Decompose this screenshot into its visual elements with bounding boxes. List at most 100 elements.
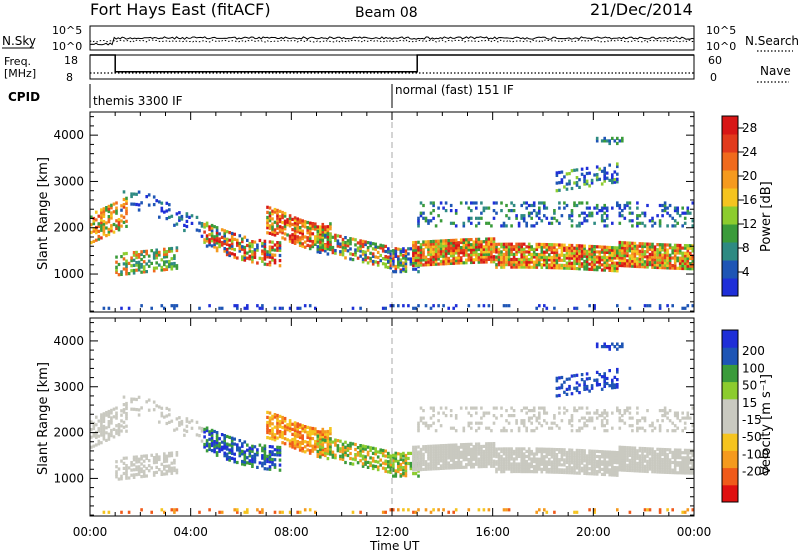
velocity-cell [641, 457, 644, 461]
power-cell [550, 221, 554, 225]
power-cell [437, 206, 440, 210]
velocity-cell [248, 451, 252, 455]
velocity-cell [638, 469, 642, 473]
power-cell [261, 257, 264, 261]
velocity-cell [298, 425, 302, 429]
velocity-cell [611, 460, 614, 464]
power-cell [105, 234, 108, 238]
power-cell [631, 264, 634, 268]
power-cell [444, 209, 448, 213]
velocity-cell [336, 449, 340, 453]
power-cell [248, 247, 252, 251]
velocity-cell [605, 381, 609, 386]
power-cell [500, 250, 503, 254]
power-cell [558, 256, 561, 260]
velocity-cell [354, 458, 357, 462]
power-cell [595, 268, 599, 272]
power-cell [329, 240, 332, 244]
power-cell [439, 201, 443, 205]
velocity-cell [462, 448, 466, 452]
power-cell [432, 242, 435, 246]
power-cell [603, 174, 606, 178]
velocity-cell [236, 443, 239, 447]
velocity-cell [220, 510, 224, 514]
power-cell [233, 248, 236, 252]
velocity-cell [329, 437, 332, 441]
power-cell [308, 221, 312, 225]
power-cell [273, 248, 277, 252]
velocity-cell [678, 471, 682, 475]
velocity-cell [538, 450, 541, 454]
power-cell [288, 224, 292, 228]
velocity-cell [268, 460, 272, 464]
velocity-cell [268, 421, 272, 425]
power-cell [361, 239, 365, 243]
velocity-cell [419, 452, 423, 456]
velocity-cell [616, 385, 619, 389]
power-cell [444, 246, 448, 250]
velocity-cell [550, 455, 554, 459]
power-cell [517, 242, 521, 246]
power-cell [686, 254, 690, 258]
power-cell [490, 237, 493, 241]
velocity-cell [427, 467, 430, 471]
velocity-cell [575, 451, 579, 455]
velocity-cell [432, 414, 435, 418]
power-cell [142, 270, 146, 274]
power-cell [160, 206, 164, 210]
power-cell [646, 257, 649, 261]
power-cell [623, 216, 627, 220]
power-cell [271, 212, 274, 216]
velocity-cell [429, 449, 433, 453]
power-cell [656, 214, 659, 218]
velocity-cell [691, 424, 695, 428]
power-cell [117, 218, 121, 222]
power-cell [296, 225, 299, 229]
power-cell [573, 259, 576, 263]
velocity-cell [492, 447, 496, 451]
velocity-cell [656, 452, 659, 456]
velocity-cell [663, 458, 667, 462]
power-cell [661, 258, 664, 262]
power-cell [590, 257, 594, 261]
power-cell [407, 252, 410, 256]
power-cell [452, 261, 455, 265]
velocity-cell [311, 432, 315, 436]
power-cell [298, 306, 302, 310]
power-cell [543, 250, 546, 254]
power-cell [205, 221, 209, 225]
power-cell [689, 251, 692, 255]
velocity-cell [565, 455, 569, 460]
velocity-cell [522, 424, 526, 428]
velocity-cell [263, 449, 267, 453]
power-cell [683, 266, 687, 271]
velocity-cell [673, 463, 677, 467]
power-cell [215, 241, 219, 245]
power-cell [404, 259, 408, 263]
power-cell [676, 221, 679, 225]
velocity-cell [132, 475, 136, 479]
velocity-cell [470, 426, 473, 430]
power-cell [495, 258, 498, 262]
power-cell [329, 224, 332, 228]
power-cell [651, 252, 654, 257]
velocity-cell [555, 458, 559, 462]
power-cell [412, 258, 415, 262]
velocity-cell [298, 430, 302, 434]
power-cell [605, 214, 609, 218]
power-cell [392, 262, 395, 266]
power-cell [505, 260, 508, 264]
velocity-cell [288, 510, 292, 514]
velocity-cell [520, 447, 523, 451]
velocity-cell [444, 448, 448, 453]
power-cell [515, 252, 518, 256]
velocity-cell [638, 449, 642, 453]
power-cell [611, 258, 614, 262]
velocity-cell [439, 451, 443, 455]
velocity-cell [412, 468, 415, 472]
power-cell [540, 245, 544, 249]
power-cell [628, 256, 632, 260]
power-cell [100, 213, 103, 217]
velocity-cell [668, 409, 672, 413]
